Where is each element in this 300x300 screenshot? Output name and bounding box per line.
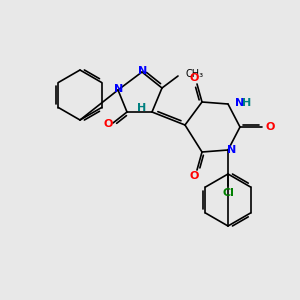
Text: N: N	[138, 66, 148, 76]
Text: O: O	[103, 119, 113, 129]
Text: H: H	[242, 98, 251, 108]
Text: Cl: Cl	[222, 188, 234, 198]
Text: O: O	[189, 73, 199, 83]
Text: N: N	[227, 145, 237, 155]
Text: H: H	[137, 103, 147, 113]
Text: N: N	[235, 98, 244, 108]
Text: N: N	[114, 84, 124, 94]
Text: O: O	[265, 122, 275, 132]
Text: CH₃: CH₃	[186, 69, 204, 79]
Text: O: O	[189, 171, 199, 181]
